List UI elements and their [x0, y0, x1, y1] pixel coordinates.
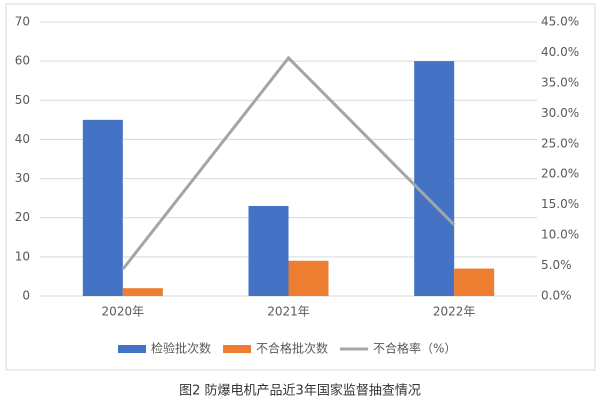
y2-tick-label: 20.0%	[541, 167, 579, 181]
y2-tick-label: 25.0%	[541, 136, 579, 150]
y-tick-label: 30	[15, 171, 30, 185]
y2-tick-label: 35.0%	[541, 75, 579, 89]
legend-swatch	[118, 345, 146, 353]
x-tick-label: 2022年	[433, 305, 476, 319]
bar	[288, 260, 329, 296]
y2-tick-label: 15.0%	[541, 197, 579, 211]
y2-tick-label: 0.0%	[541, 289, 572, 303]
y-tick-label: 60	[15, 54, 30, 68]
y-tick-label: 50	[15, 93, 30, 107]
y2-tick-label: 40.0%	[541, 45, 579, 59]
y-tick-label: 20	[15, 210, 30, 224]
bar	[122, 288, 163, 296]
y2-tick-label: 5.0%	[541, 258, 572, 272]
y-tick-label: 10	[15, 249, 30, 263]
y2-tick-label: 10.0%	[541, 228, 579, 242]
legend-label: 检验批次数	[151, 341, 211, 356]
y2-tick-label: 45.0%	[541, 15, 579, 29]
caption: 图2 防爆电机产品近3年国家监督抽查情况	[179, 383, 421, 399]
x-tick-label: 2020年	[102, 305, 145, 319]
bar	[414, 61, 455, 297]
legend-label: 不合格批次数	[256, 341, 328, 356]
y-tick-label: 40	[15, 132, 30, 146]
line	[121, 55, 456, 271]
chart-frame	[5, 3, 596, 371]
y-tick-label: 70	[15, 15, 30, 29]
bar	[248, 205, 289, 296]
y-tick-label: 0	[22, 289, 30, 303]
legend-swatch	[223, 345, 252, 353]
legend-label: 不合格率（%）	[373, 341, 456, 356]
bar	[454, 268, 495, 296]
y2-tick-label: 30.0%	[541, 106, 579, 120]
bar	[82, 119, 123, 296]
x-tick-label: 2021年	[267, 305, 310, 319]
